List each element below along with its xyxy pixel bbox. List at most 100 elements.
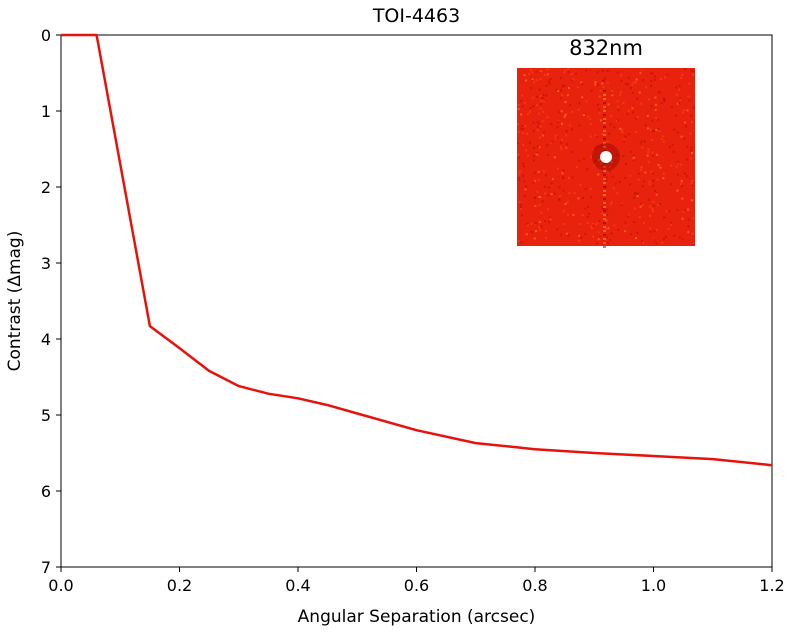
speckle-noise [656, 153, 658, 156]
speckle-noise [648, 180, 651, 183]
speckle-noise [664, 76, 667, 79]
speckle-noise [604, 227, 607, 230]
speckle-noise [692, 217, 695, 220]
speckle-noise [571, 176, 574, 179]
speckle-noise [603, 142, 606, 144]
speckle-noise [632, 111, 634, 114]
speckle-noise [521, 94, 524, 97]
speckle-noise [517, 103, 520, 106]
speckle-noise [540, 211, 543, 214]
speckle-noise [525, 79, 528, 82]
speckle-noise [633, 221, 636, 223]
speckle-noise [641, 140, 643, 143]
speckle-noise [659, 166, 662, 169]
speckle-noise [534, 196, 537, 199]
speckle-noise [684, 68, 687, 71]
speckle-noise [654, 109, 657, 111]
speckle-noise [611, 94, 614, 97]
speckle-noise [690, 146, 693, 149]
speckle-noise [660, 102, 663, 105]
speckle-noise [532, 181, 535, 184]
speckle-noise [601, 194, 604, 197]
speckle-noise [650, 84, 653, 87]
speckle-noise [651, 139, 654, 142]
speckle-noise [651, 151, 654, 154]
speckle-noise [530, 87, 533, 90]
speckle-noise [518, 179, 521, 182]
speckle-noise [526, 132, 529, 135]
speckle-noise [666, 73, 669, 76]
speckle-noise [649, 230, 652, 233]
speckle-noise [528, 110, 531, 113]
speckle-noise [586, 221, 589, 224]
speckle-noise [629, 183, 632, 186]
speckle-noise [603, 90, 606, 92]
speckle-noise [517, 123, 520, 126]
speckle-noise [685, 158, 688, 161]
speckle-noise [675, 86, 678, 89]
speckle-noise [587, 205, 590, 208]
speckle-noise [532, 130, 535, 133]
speckle-noise [603, 174, 606, 176]
speckle-noise [673, 128, 676, 131]
speckle-noise [540, 225, 543, 228]
speckle-noise [620, 74, 623, 77]
y-tick-label: 0 [41, 26, 51, 45]
speckle-noise [605, 219, 608, 222]
speckle-noise [627, 76, 630, 79]
speckle-noise [653, 204, 656, 207]
speckle-noise [589, 135, 592, 138]
speckle-noise [556, 126, 559, 129]
speckle-noise [603, 119, 605, 122]
speckle-noise [653, 229, 656, 232]
speckle-noise [538, 122, 541, 125]
speckle-noise [560, 110, 563, 113]
speckle-noise [687, 218, 690, 221]
speckle-noise [661, 135, 664, 138]
speckle-noise [537, 145, 540, 148]
speckle-noise [532, 159, 535, 162]
speckle-noise [615, 153, 618, 156]
speckle-noise [568, 86, 570, 89]
speckle-noise [522, 132, 525, 135]
speckle-noise [601, 69, 604, 72]
speckle-noise [519, 170, 521, 173]
speckle-noise [580, 236, 583, 239]
speckle-noise [641, 240, 644, 243]
speckle-noise [520, 241, 523, 244]
speckle-noise [590, 89, 593, 92]
speckle-noise [626, 112, 629, 115]
speckle-noise [589, 118, 592, 121]
speckle-noise [681, 217, 684, 220]
speckle-noise [670, 106, 673, 109]
speckle-noise [560, 122, 563, 125]
speckle-noise [517, 108, 520, 110]
speckle-noise [679, 183, 682, 185]
speckle-noise [603, 134, 606, 136]
speckle-noise [652, 200, 655, 203]
speckle-noise [647, 148, 650, 151]
speckle-noise [640, 202, 643, 205]
speckle-noise [649, 205, 652, 208]
x-axis: 0.0 0.2 0.4 0.6 0.8 1.0 1.2 [48, 567, 785, 595]
speckle-noise [603, 102, 606, 104]
speckle-noise [571, 110, 574, 113]
speckle-noise [636, 97, 639, 100]
speckle-noise [603, 94, 606, 96]
speckle-noise [541, 96, 544, 99]
speckle-noise [601, 82, 604, 85]
speckle-noise [687, 231, 690, 234]
speckle-noise [616, 192, 619, 195]
speckle-noise [652, 172, 655, 175]
speckle-noise [541, 120, 544, 123]
x-axis-label: Angular Separation (arcsec) [298, 607, 536, 627]
speckle-noise [558, 186, 561, 189]
speckle-noise [649, 227, 652, 230]
speckle-noise [578, 124, 581, 127]
speckle-noise [578, 102, 581, 105]
speckle-noise [632, 81, 635, 84]
speckle-noise [544, 236, 547, 239]
speckle-noise [517, 240, 520, 243]
speckle-noise [625, 163, 628, 166]
speckle-noise [598, 112, 601, 115]
